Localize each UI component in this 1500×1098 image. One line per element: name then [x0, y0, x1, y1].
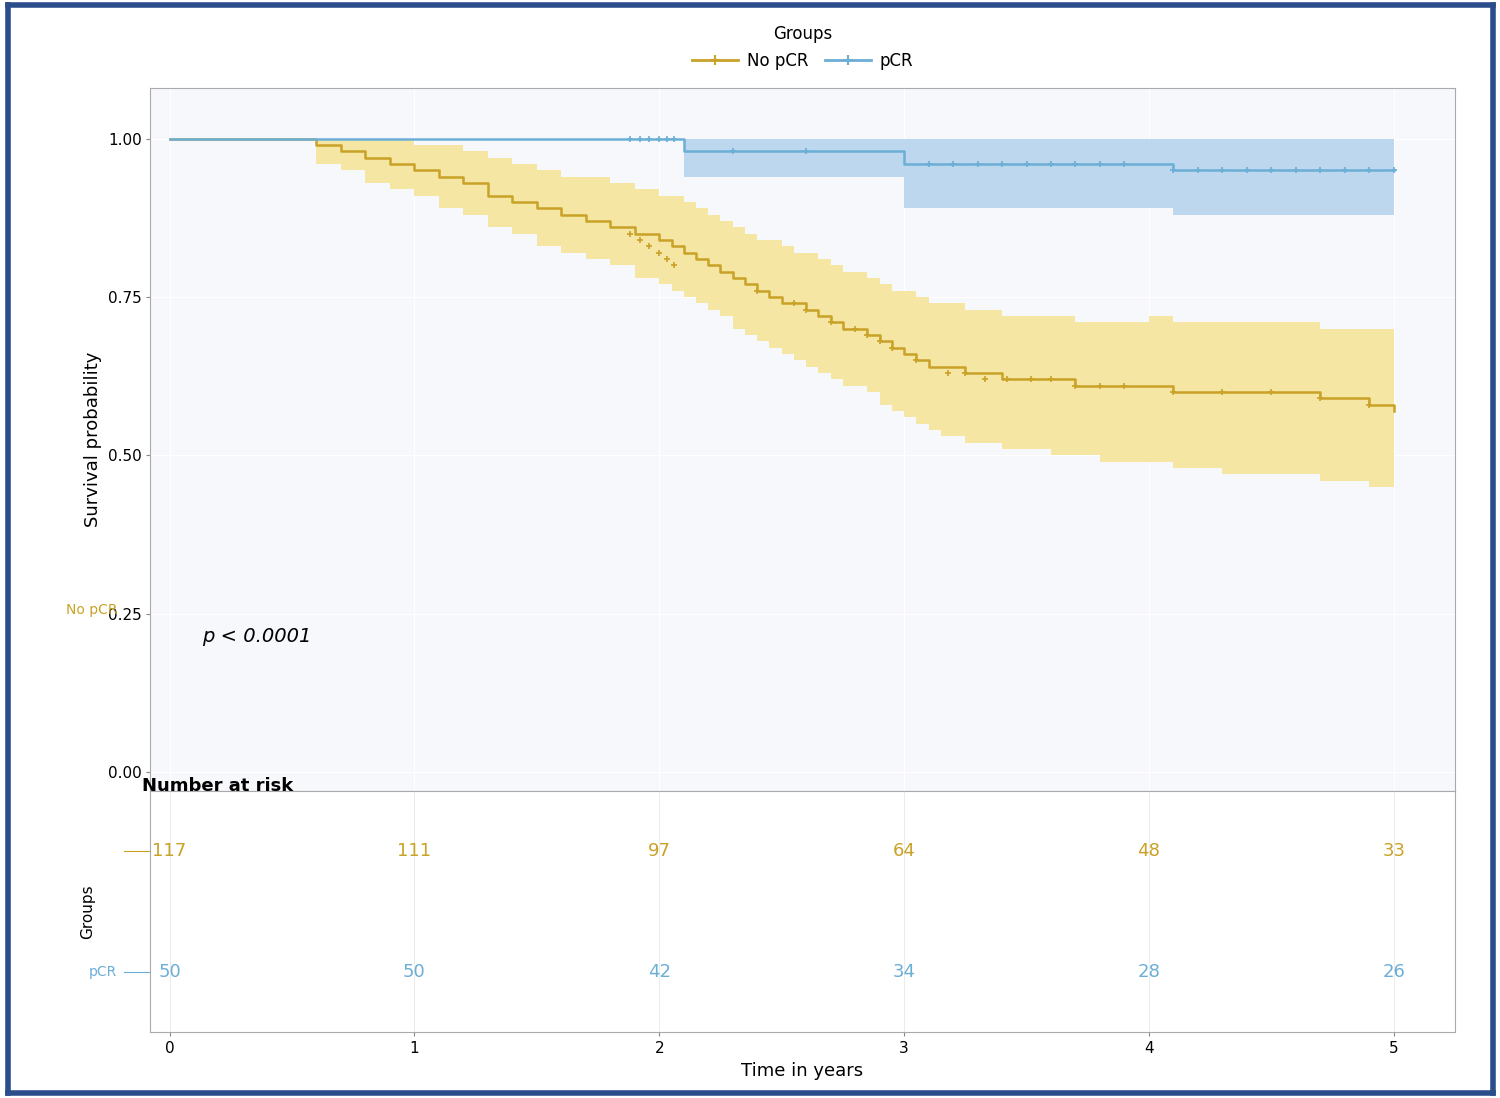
Text: No pCR: No pCR — [66, 603, 117, 617]
Text: 34: 34 — [892, 963, 915, 981]
Text: 117: 117 — [153, 842, 186, 861]
Legend: No pCR, pCR: No pCR, pCR — [686, 19, 920, 77]
Text: 64: 64 — [892, 842, 915, 861]
Text: p < 0.0001: p < 0.0001 — [202, 627, 312, 646]
Text: 48: 48 — [1137, 842, 1161, 861]
Text: 50: 50 — [404, 963, 426, 981]
Text: 28: 28 — [1137, 963, 1161, 981]
Text: 42: 42 — [648, 963, 670, 981]
Text: 33: 33 — [1383, 842, 1406, 861]
Y-axis label: Survival probability: Survival probability — [84, 351, 102, 527]
Text: pCR: pCR — [88, 965, 117, 978]
Text: 97: 97 — [648, 842, 670, 861]
Text: 26: 26 — [1383, 963, 1406, 981]
Text: Number at risk: Number at risk — [142, 776, 294, 795]
Text: 50: 50 — [158, 963, 182, 981]
X-axis label: Time in years: Time in years — [741, 1062, 864, 1079]
Text: 111: 111 — [398, 842, 432, 861]
Y-axis label: Groups: Groups — [80, 884, 94, 939]
